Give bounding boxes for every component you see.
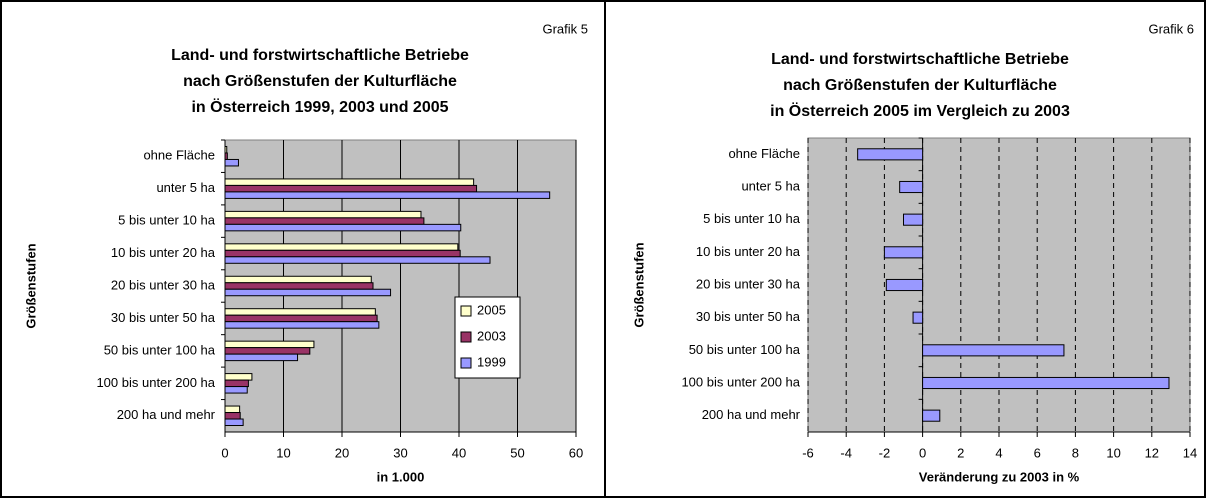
x-tick-label: 14 (1183, 445, 1197, 460)
legend-swatch (460, 331, 472, 343)
x-tick-label: 6 (1034, 445, 1041, 460)
corner-label: Grafik 6 (1148, 21, 1194, 36)
y-axis-label: Größenstufen (631, 242, 646, 327)
bar (224, 412, 241, 420)
bar (922, 409, 941, 422)
bar (224, 223, 462, 232)
legend-swatch (460, 357, 472, 369)
corner-label: Grafik 5 (542, 21, 588, 36)
x-tick-label: 0 (919, 445, 926, 460)
bar (922, 376, 1170, 390)
bar (224, 288, 392, 297)
y-tick-label: unter 5 ha (741, 178, 800, 193)
y-tick-label: 20 bis unter 30 ha (696, 276, 801, 291)
y-tick-label: 20 bis unter 30 ha (111, 277, 216, 292)
chart-title: nach Größenstufen der Kulturfläche (183, 73, 457, 90)
x-axis-label: in 1.000 (377, 469, 425, 484)
bar (883, 246, 924, 259)
bar (224, 249, 461, 258)
bar (224, 256, 491, 264)
bar (224, 308, 376, 316)
bar (224, 275, 372, 284)
bar (224, 321, 380, 329)
bar (224, 379, 249, 388)
bar (224, 347, 311, 355)
bar (224, 210, 422, 219)
y-tick-label: unter 5 ha (156, 180, 215, 195)
y-tick-label: 50 bis unter 100 ha (104, 342, 216, 357)
bar (899, 180, 924, 194)
x-tick-label: -6 (802, 445, 814, 460)
bar (224, 418, 244, 427)
chart-title: in Österreich 1999, 2003 und 2005 (191, 97, 448, 116)
chart-title: in Österreich 2005 im Vergleich zu 2003 (770, 101, 1070, 120)
chart-title: Land- und forstwirtschaftliche Betriebe (171, 47, 469, 64)
bar (224, 405, 241, 414)
x-tick-label: 8 (1072, 445, 1079, 460)
x-tick-label: 40 (452, 445, 466, 460)
bar (857, 148, 924, 161)
bar (224, 373, 253, 381)
legend-label: 2005 (477, 302, 506, 317)
y-tick-label: 30 bis unter 50 ha (111, 310, 216, 325)
y-tick-label: ohne Fläche (728, 146, 800, 161)
y-tick-label: 200 ha und mehr (702, 407, 801, 422)
bar (224, 178, 475, 186)
x-tick-label: 60 (569, 445, 583, 460)
x-tick-label: -2 (879, 445, 891, 460)
x-tick-label: 10 (276, 445, 290, 460)
bar (224, 145, 228, 154)
y-tick-label: 5 bis unter 10 ha (118, 213, 216, 228)
bar (224, 282, 374, 290)
y-tick-label: 100 bis unter 200 ha (681, 374, 800, 389)
x-axis-label: Veränderung zu 2003 in % (919, 469, 1080, 484)
y-tick-label: 200 ha und mehr (117, 407, 216, 422)
bar (224, 158, 239, 167)
x-tick-label: 20 (335, 445, 349, 460)
y-tick-label: 10 bis unter 20 ha (696, 244, 801, 259)
bar (912, 311, 924, 324)
y-axis-label: Größenstufen (23, 243, 38, 328)
bar (224, 217, 425, 225)
chart-title: Land- und forstwirtschaftliche Betriebe (771, 51, 1069, 68)
x-tick-label: 30 (393, 445, 407, 460)
y-tick-label: 50 bis unter 100 ha (689, 342, 801, 357)
bar (224, 314, 378, 323)
x-tick-label: 12 (1145, 445, 1159, 460)
x-tick-label: -4 (840, 445, 852, 460)
bar (224, 191, 551, 199)
bar (224, 353, 299, 362)
bar (224, 152, 228, 160)
bar (224, 243, 459, 251)
bar (922, 344, 1065, 357)
y-tick-label: 5 bis unter 10 ha (703, 211, 801, 226)
x-tick-label: 2 (957, 445, 964, 460)
bar (224, 184, 478, 193)
bar (224, 386, 248, 394)
bar (224, 340, 315, 349)
y-tick-label: 10 bis unter 20 ha (111, 245, 216, 260)
legend-label: 2003 (477, 328, 506, 343)
x-tick-label: 10 (1106, 445, 1120, 460)
x-tick-label: 50 (510, 445, 524, 460)
bar (885, 278, 924, 292)
x-tick-label: 0 (221, 445, 228, 460)
bar (903, 213, 924, 226)
legend-swatch (460, 305, 472, 317)
y-tick-label: 30 bis unter 50 ha (696, 309, 801, 324)
y-tick-label: ohne Fläche (143, 148, 215, 163)
y-tick-label: 100 bis unter 200 ha (96, 375, 215, 390)
legend-label: 1999 (477, 354, 506, 369)
chart-title: nach Größenstufen der Kulturfläche (783, 77, 1057, 94)
x-tick-label: 4 (995, 445, 1002, 460)
